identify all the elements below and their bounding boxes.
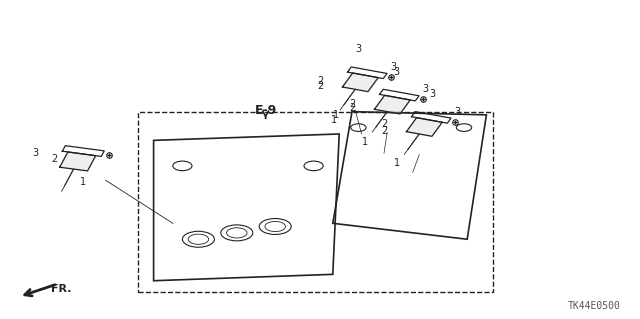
Text: E-9: E-9: [255, 104, 276, 116]
Text: 2: 2: [317, 81, 323, 91]
Text: 1: 1: [394, 158, 400, 168]
Text: 2: 2: [349, 99, 355, 109]
Text: 1: 1: [362, 137, 368, 147]
Polygon shape: [374, 95, 410, 114]
Polygon shape: [342, 73, 378, 92]
Text: 2: 2: [381, 119, 387, 130]
Text: 1: 1: [331, 115, 337, 125]
Polygon shape: [60, 152, 96, 171]
Text: 1: 1: [80, 177, 86, 187]
Text: 3: 3: [32, 148, 38, 158]
Text: 3: 3: [390, 62, 397, 72]
Text: 1: 1: [333, 110, 339, 120]
Text: 2: 2: [349, 103, 355, 114]
Text: 2: 2: [381, 126, 387, 136]
Text: FR.: FR.: [51, 284, 72, 294]
Text: 2: 2: [317, 76, 323, 86]
Text: 2: 2: [51, 154, 58, 165]
Text: TK44E0500: TK44E0500: [568, 301, 621, 311]
Polygon shape: [406, 118, 442, 136]
Text: 3: 3: [394, 67, 400, 77]
Text: 3: 3: [422, 84, 429, 94]
Text: 3: 3: [429, 89, 435, 99]
Text: 3: 3: [454, 107, 461, 117]
Text: 3: 3: [355, 44, 362, 55]
